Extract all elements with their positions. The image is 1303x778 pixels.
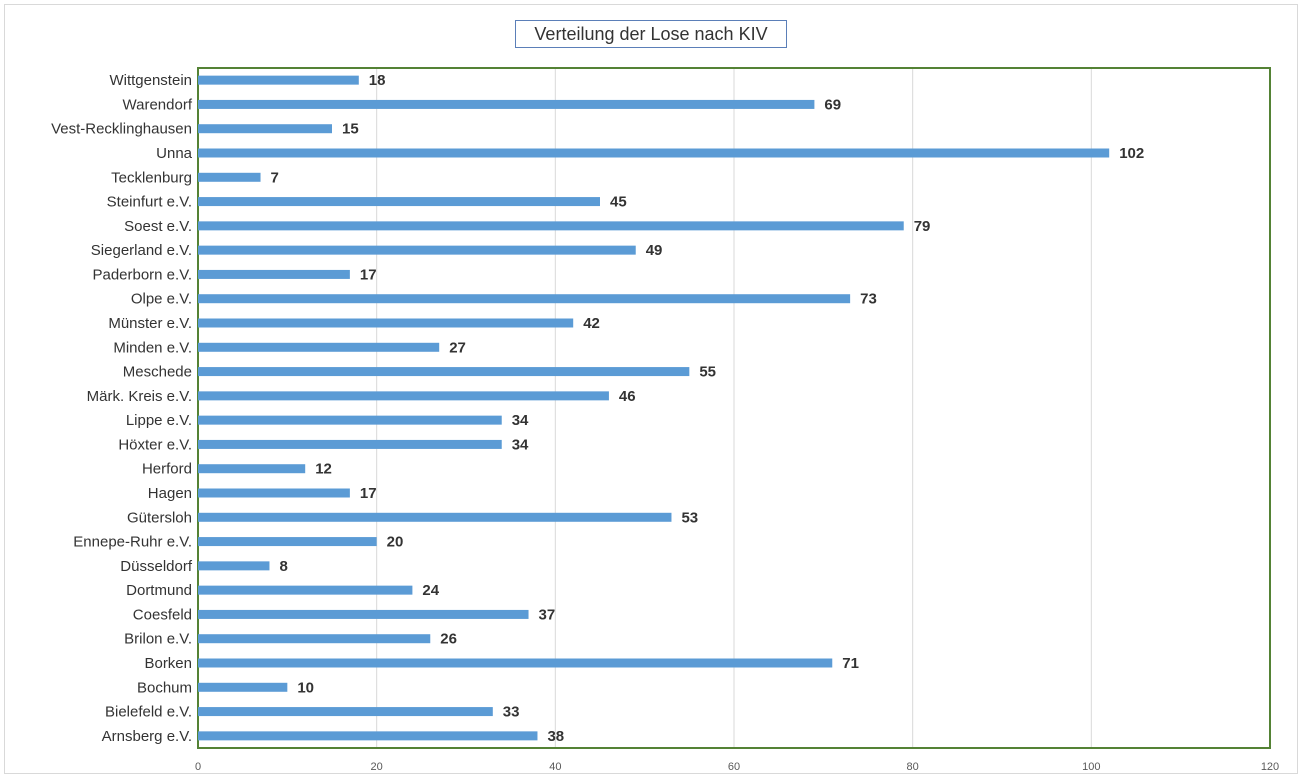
value-label: 18 — [369, 72, 386, 89]
value-label: 49 — [646, 242, 663, 259]
category-label: Hagen — [148, 485, 192, 502]
value-label: 15 — [342, 121, 359, 138]
value-label: 45 — [610, 194, 627, 211]
value-label: 42 — [583, 315, 600, 332]
bar — [198, 99, 815, 109]
category-label: Brilon e.V. — [124, 631, 192, 648]
bar — [198, 318, 574, 328]
category-label: Arnsberg e.V. — [102, 728, 192, 745]
chart-title: Verteilung der Lose nach KIV — [515, 20, 787, 48]
category-label: Meschede — [123, 364, 192, 381]
value-label: 37 — [539, 606, 556, 623]
bar — [198, 269, 350, 279]
x-tick-label: 120 — [1261, 761, 1279, 773]
value-label: 79 — [914, 218, 931, 235]
category-label: Herford — [142, 461, 192, 478]
bar — [198, 464, 306, 474]
bar — [198, 294, 851, 304]
bar — [198, 634, 431, 644]
category-label: Steinfurt e.V. — [107, 194, 192, 211]
bar — [198, 221, 904, 231]
value-label: 17 — [360, 266, 377, 283]
category-label: Dortmund — [126, 582, 192, 599]
category-label: Wittgenstein — [109, 72, 192, 89]
x-tick-label: 40 — [549, 761, 561, 773]
value-label: 17 — [360, 485, 377, 502]
value-label: 102 — [1119, 145, 1144, 162]
bar — [198, 197, 600, 207]
bar — [198, 537, 377, 547]
category-label: Bochum — [137, 679, 192, 696]
category-label: Coesfeld — [133, 606, 192, 623]
category-label: Unna — [156, 145, 193, 162]
category-label: Borken — [144, 655, 192, 672]
category-label: Gütersloh — [127, 509, 192, 526]
category-label: Bielefeld e.V. — [105, 704, 192, 721]
bar — [198, 512, 672, 522]
x-tick-label: 0 — [195, 761, 201, 773]
value-label: 71 — [842, 655, 859, 672]
category-label: Olpe e.V. — [131, 291, 192, 308]
bar — [198, 731, 538, 741]
value-label: 34 — [512, 436, 529, 453]
bar — [198, 609, 529, 619]
bar — [198, 488, 350, 498]
bar — [198, 585, 413, 595]
bar — [198, 561, 270, 571]
bar — [198, 245, 636, 255]
bar — [198, 658, 833, 668]
bar — [198, 439, 502, 449]
value-label: 10 — [297, 679, 314, 696]
value-label: 34 — [512, 412, 529, 429]
category-label: Vest-Recklinghausen — [51, 121, 192, 138]
category-label: Ennepe-Ruhr e.V. — [73, 534, 192, 551]
value-label: 53 — [681, 509, 698, 526]
category-label: Tecklenburg — [111, 169, 192, 186]
bar — [198, 682, 288, 692]
category-label: Märk. Kreis e.V. — [87, 388, 192, 405]
x-tick-label: 100 — [1082, 761, 1100, 773]
x-tick-label: 80 — [907, 761, 919, 773]
value-label: 24 — [422, 582, 439, 599]
value-label: 38 — [547, 728, 564, 745]
value-label: 27 — [449, 339, 466, 356]
value-label: 20 — [387, 534, 404, 551]
category-label: Siegerland e.V. — [91, 242, 192, 259]
bar — [198, 342, 440, 352]
category-label: Minden e.V. — [113, 339, 192, 356]
bar — [198, 415, 502, 425]
bar — [198, 391, 609, 401]
bar — [198, 124, 332, 134]
category-label: Soest e.V. — [124, 218, 192, 235]
value-label: 26 — [440, 631, 457, 648]
value-label: 33 — [503, 704, 520, 721]
bar — [198, 707, 493, 717]
value-label: 73 — [860, 291, 877, 308]
value-label: 46 — [619, 388, 636, 405]
bar — [198, 367, 690, 377]
category-label: Höxter e.V. — [118, 436, 192, 453]
plot-area-border — [197, 67, 1271, 749]
category-label: Düsseldorf — [120, 558, 193, 575]
x-tick-label: 20 — [371, 761, 383, 773]
category-label: Lippe e.V. — [126, 412, 192, 429]
category-label: Münster e.V. — [108, 315, 192, 332]
chart-frame — [4, 4, 1298, 774]
value-label: 12 — [315, 461, 332, 478]
category-label: Warendorf — [123, 96, 193, 113]
category-label: Paderborn e.V. — [92, 266, 192, 283]
value-label: 69 — [824, 96, 841, 113]
value-label: 55 — [699, 364, 716, 381]
bar — [198, 172, 261, 182]
value-label: 7 — [271, 169, 279, 186]
bar — [198, 75, 359, 85]
x-tick-label: 60 — [728, 761, 740, 773]
bar — [198, 148, 1110, 158]
value-label: 8 — [279, 558, 287, 575]
